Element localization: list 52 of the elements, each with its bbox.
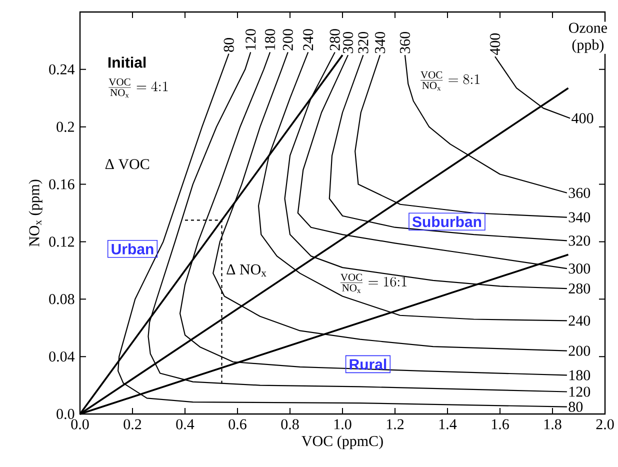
x-tick-label: 1.8 bbox=[544, 419, 562, 430]
y-tick-label: 0.08 bbox=[49, 294, 74, 304]
text: 280 bbox=[568, 283, 590, 294]
text: 180 bbox=[265, 29, 276, 50]
y-tick-label: 0.0 bbox=[56, 408, 74, 420]
legend-label: 180 bbox=[569, 370, 590, 380]
series-label: 320 bbox=[568, 236, 590, 246]
x-tick-label: 0.2 bbox=[124, 419, 142, 430]
text: 400 bbox=[572, 113, 594, 124]
annotation: Ozone (ppb) bbox=[568, 22, 607, 53]
x-tick-label: 1.6 bbox=[492, 419, 509, 430]
series-label: 300 bbox=[568, 264, 590, 274]
annotation: Δ VOC bbox=[105, 159, 150, 170]
x-tick-label: 0.0 bbox=[71, 419, 89, 430]
y-tick-label: 0.12 bbox=[49, 236, 74, 247]
y-axis-title: NO$_{x}$ (ppm) bbox=[28, 180, 42, 246]
legend-label: 280 bbox=[330, 29, 340, 50]
annotation: Δ NO$_{x}$ bbox=[226, 264, 266, 276]
y-tick-label: 0.04 bbox=[49, 351, 75, 362]
x-tick-label: 0.6 bbox=[228, 419, 246, 430]
y-tick-label: 0.16 bbox=[49, 179, 74, 190]
text: 80 bbox=[224, 38, 234, 52]
annotation: Initial bbox=[108, 56, 146, 68]
text: 200 bbox=[568, 346, 590, 356]
text: 240 bbox=[303, 29, 314, 50]
text: 300 bbox=[342, 32, 354, 54]
legend-label: 340 bbox=[374, 32, 386, 54]
annotation: Urban bbox=[112, 243, 154, 254]
text: 120 bbox=[569, 386, 590, 397]
legend-label: 200 bbox=[282, 29, 293, 50]
text: 320 bbox=[358, 32, 368, 54]
y-tick-label: 0.2 bbox=[56, 122, 74, 132]
text: 340 bbox=[568, 212, 590, 222]
x-tick-label: 1.2 bbox=[386, 419, 404, 430]
x-axis-title: VOC (ppmC) bbox=[302, 436, 383, 450]
annotation: $\frac{\mathrm{VOC}}{\mathrm{NO_x}} = 16{:}1$ bbox=[340, 274, 406, 293]
x-tick-label: 0.4 bbox=[176, 419, 194, 430]
legend-label: 400 bbox=[490, 33, 500, 56]
y-tick-label: 0.24 bbox=[49, 64, 75, 75]
legend-label: 120 bbox=[246, 29, 256, 50]
x-tick-label: 2.0 bbox=[596, 419, 614, 430]
annotation: Suburban bbox=[412, 216, 482, 228]
legend-label: 360 bbox=[568, 188, 590, 198]
series-label: 80 bbox=[568, 402, 583, 412]
annotation: Rural bbox=[350, 358, 386, 370]
x-tick-label: 1.4 bbox=[439, 419, 457, 430]
x-tick-label: 0.8 bbox=[281, 419, 299, 430]
legend-label: 240 bbox=[568, 316, 590, 326]
annotation: $\frac{\mathrm{VOC}}{\mathrm{NO_x}} = 8{:}1$ bbox=[420, 71, 480, 91]
annotation: $\frac{\mathrm{VOC}}{\mathrm{NO_x}} = 4{:}1$ bbox=[108, 78, 168, 98]
text: 360 bbox=[400, 32, 410, 54]
x-tick-label: 1.0 bbox=[334, 419, 352, 430]
